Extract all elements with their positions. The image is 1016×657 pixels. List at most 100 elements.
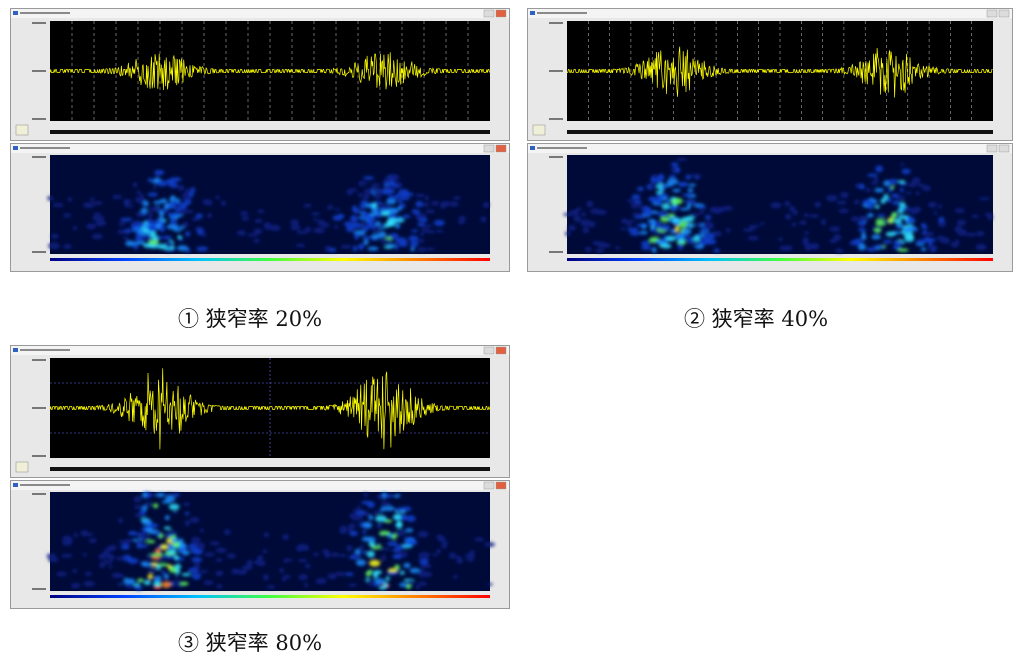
spectrum-blob: [134, 241, 145, 244]
spectrum-blob: [198, 547, 204, 552]
spectrum-blob: [416, 585, 421, 590]
spectrum-blob: [373, 510, 383, 514]
spectrum-blob: [163, 235, 171, 239]
spectrum-blob: [203, 202, 213, 205]
spectrum-blob: [123, 204, 134, 207]
spectrum-blob: [916, 239, 923, 244]
spectrum-blob: [954, 208, 965, 213]
spectrum-blob: [313, 552, 319, 556]
spectrum-blob: [957, 220, 966, 226]
spectrum-blob: [975, 244, 986, 251]
spectrum-blob: [388, 568, 397, 572]
spectrum-blob: [419, 556, 423, 561]
spectrum-blob: [896, 224, 904, 229]
spectrum-blob: [356, 506, 361, 509]
spectrum-blob: [157, 181, 168, 187]
spectrum-blob: [366, 571, 371, 577]
spectrum-blob: [905, 191, 912, 194]
scroll-bar: [567, 130, 993, 134]
spectrum-blob: [978, 197, 990, 200]
spectrum-blob: [589, 221, 596, 228]
spectrum-blob: [432, 553, 438, 556]
spectrum-blob: [196, 246, 208, 251]
spectrum-blob: [435, 230, 444, 233]
spectrum-blob: [356, 559, 366, 566]
spectrum-blob: [156, 493, 164, 498]
spectrum-blob: [691, 174, 702, 178]
spectrum-blob: [410, 241, 418, 248]
title-bar: [11, 481, 509, 490]
title-text: [20, 484, 70, 486]
spectrum-blob: [241, 216, 249, 221]
spectrum-blob: [266, 585, 276, 589]
spectrum-blob: [381, 502, 392, 505]
spectrum-blob: [367, 551, 375, 558]
spectrum-blob: [364, 188, 373, 193]
title-icon: [13, 483, 18, 487]
spectrum-blob: [363, 522, 372, 529]
title-icon: [13, 348, 18, 352]
spectrum-blob: [216, 195, 220, 199]
spectrum-blob: [840, 192, 849, 199]
spectrum-blob: [681, 217, 690, 221]
spectrum-blob: [871, 235, 881, 240]
spectrum-blob: [640, 231, 648, 235]
colorbar: [50, 258, 490, 261]
spectrum-blob: [434, 220, 445, 226]
spectrum-blob: [291, 225, 301, 231]
spectrum-blob: [894, 218, 902, 224]
spectrum-blob: [63, 244, 72, 249]
spectrum-blob: [417, 531, 428, 538]
spectrum-blob: [227, 553, 236, 558]
spectrum-blob: [658, 224, 670, 230]
spectrum-blob: [449, 552, 456, 559]
spectrum-blob: [449, 201, 458, 207]
spectrum-blob: [858, 216, 869, 222]
spectrum-blob: [350, 215, 358, 221]
spectrum-blob: [398, 199, 402, 203]
spectrum-blob: [891, 213, 896, 219]
spectrum-blob: [688, 184, 696, 187]
min-button: [484, 347, 494, 354]
spectrum-blob: [399, 583, 407, 587]
spectrum-blob: [901, 169, 910, 175]
spectrum-blob: [480, 216, 486, 222]
spectrum-blob: [209, 541, 220, 545]
spectrum-blob: [153, 503, 158, 508]
spectrum-blob: [804, 241, 809, 248]
spectrum-blob: [897, 249, 908, 252]
spectrum-blob: [811, 243, 818, 250]
spectrum-blob: [254, 228, 263, 234]
spectrum-blob: [400, 514, 406, 520]
spectrum-blob: [873, 245, 885, 249]
spectrum-blob: [137, 579, 144, 583]
spectrum-blob: [401, 571, 405, 575]
spectrum-blob: [673, 198, 683, 204]
spectrum-blob: [383, 582, 388, 588]
spectrum-blob: [747, 236, 759, 241]
spectrum-blob: [108, 545, 117, 550]
colorbar: [567, 258, 993, 261]
spectrum-blob: [373, 193, 382, 199]
spectrum-blob: [785, 214, 791, 220]
spectrum-blob: [395, 223, 400, 229]
spectrum-blob: [426, 230, 436, 233]
spectrum-blob: [893, 240, 904, 244]
spectrum-blob: [675, 233, 684, 239]
spectrum-blob: [393, 514, 402, 521]
spectrum-blob: [626, 223, 632, 227]
spectrum-blob: [791, 223, 797, 227]
spectrum-blob: [86, 224, 95, 229]
spectrum-blob: [288, 558, 293, 562]
spectrum-blob: [357, 182, 368, 185]
spectrum-blob: [406, 540, 417, 545]
spectrum-blob: [165, 496, 175, 503]
spectrum-blob: [388, 195, 398, 199]
spectrum-blob: [387, 218, 397, 223]
spectrum-blob: [875, 165, 883, 172]
spectrum-blob: [56, 571, 67, 576]
spectrum-blob: [177, 185, 184, 191]
spectrum-blob: [363, 193, 370, 199]
spectrum-blob: [327, 205, 333, 210]
spectrum-blob: [92, 234, 103, 240]
